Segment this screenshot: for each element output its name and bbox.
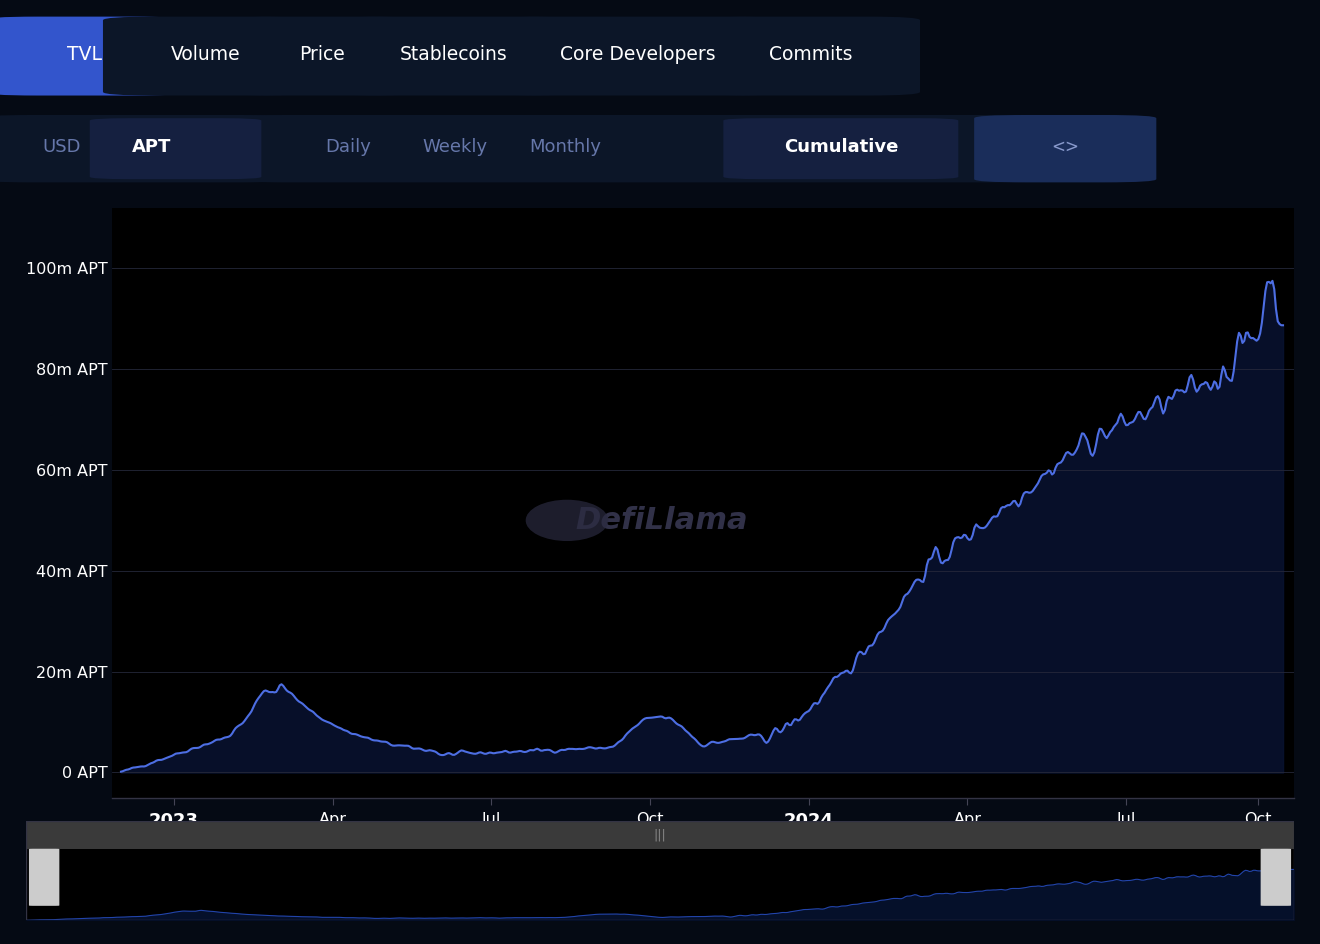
Text: Commits: Commits [770, 44, 853, 64]
FancyBboxPatch shape [90, 118, 261, 179]
FancyBboxPatch shape [0, 17, 185, 95]
FancyBboxPatch shape [723, 118, 958, 179]
Text: TVL: TVL [67, 44, 102, 64]
FancyBboxPatch shape [235, 115, 1038, 182]
Text: DefiLlama: DefiLlama [576, 506, 748, 535]
FancyBboxPatch shape [224, 17, 420, 95]
FancyBboxPatch shape [103, 17, 308, 95]
FancyBboxPatch shape [1261, 849, 1291, 906]
Text: Weekly: Weekly [422, 138, 488, 156]
Circle shape [525, 499, 609, 541]
Text: Core Developers: Core Developers [560, 44, 715, 64]
Text: Monthly: Monthly [529, 138, 601, 156]
Text: |||: ||| [653, 829, 667, 842]
FancyBboxPatch shape [331, 17, 576, 95]
FancyBboxPatch shape [0, 115, 290, 182]
FancyBboxPatch shape [29, 849, 59, 906]
Text: USD: USD [42, 138, 82, 156]
Text: Daily: Daily [326, 138, 371, 156]
Text: Stablecoins: Stablecoins [400, 44, 507, 64]
Text: Price: Price [300, 44, 345, 64]
Text: APT: APT [132, 138, 172, 156]
FancyBboxPatch shape [974, 115, 1156, 182]
Text: <>: <> [1051, 138, 1080, 156]
FancyBboxPatch shape [702, 17, 920, 95]
Text: Cumulative: Cumulative [784, 138, 898, 156]
Text: Volume: Volume [170, 44, 240, 64]
FancyBboxPatch shape [492, 17, 783, 95]
